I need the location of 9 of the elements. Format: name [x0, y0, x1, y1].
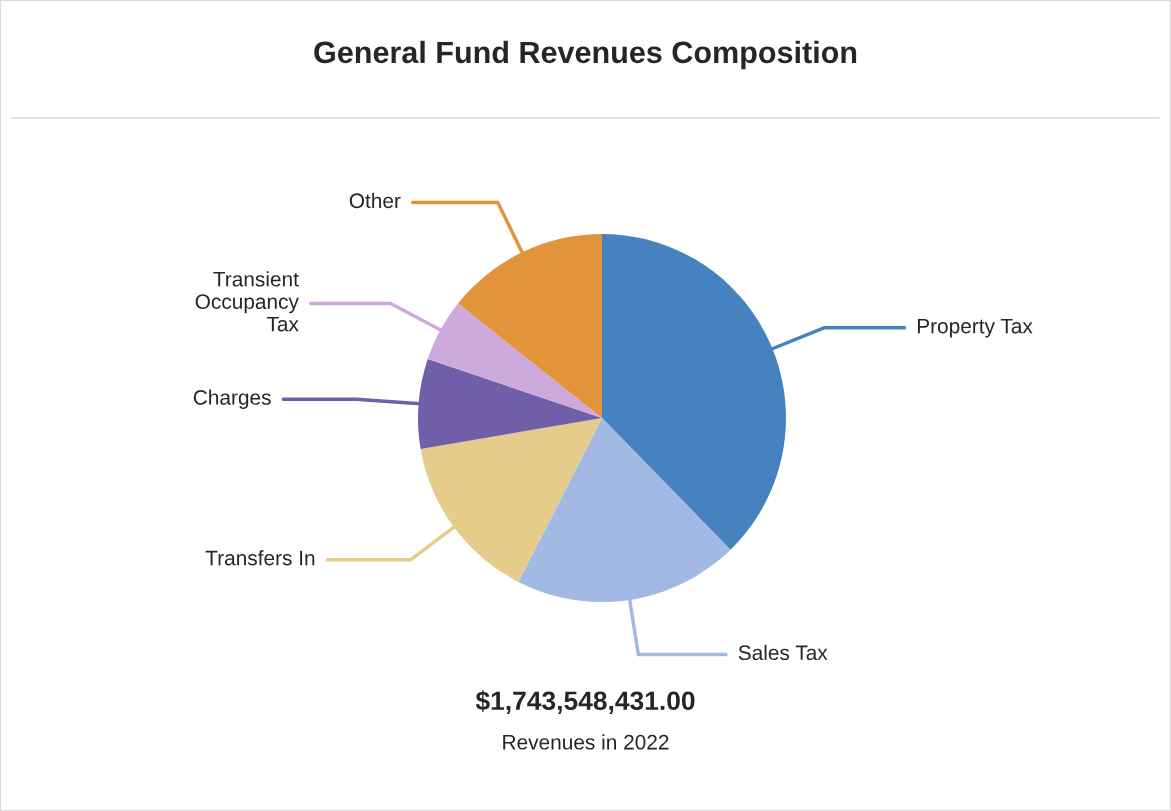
slice-label: Transient Occupancy Tax — [195, 271, 299, 332]
slice-label: Other — [349, 192, 401, 209]
slice-label: Property Tax — [917, 318, 1033, 338]
slice-label: Sales Tax — [738, 644, 828, 661]
text: $1,743,548,431.00 — [475, 690, 695, 714]
slice-label: Charges — [193, 389, 271, 409]
text: Revenues in 2022 — [503, 734, 669, 750]
slice-label: Transfers In — [205, 550, 315, 566]
chart-title: General Fund Revenues Composition — [314, 40, 857, 70]
